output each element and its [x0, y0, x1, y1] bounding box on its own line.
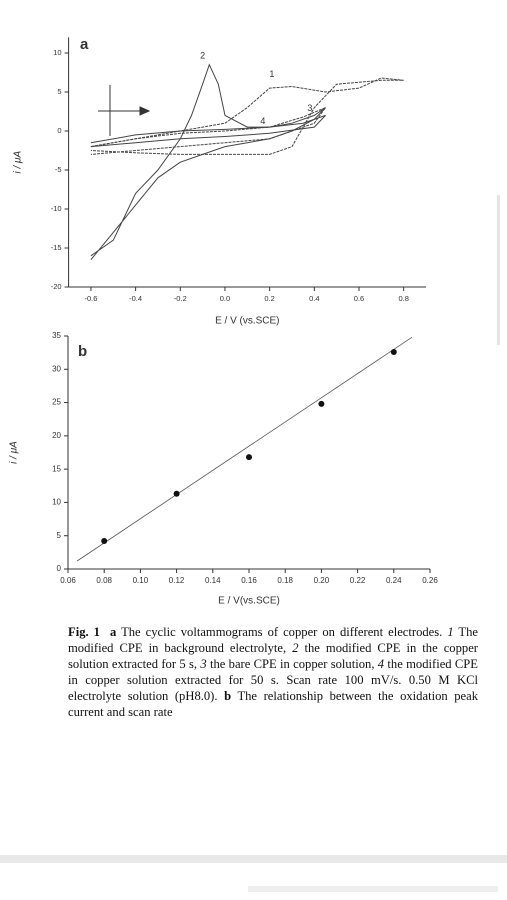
data-point — [318, 400, 325, 407]
x-tick-label: 0.14 — [205, 576, 221, 585]
caption-text: 3 — [200, 657, 207, 671]
scrollbar — [497, 195, 500, 345]
caption-text: b — [224, 689, 232, 703]
data-point — [101, 538, 108, 545]
x-tick-label: 0.06 — [60, 576, 76, 585]
y-tick-label: -10 — [51, 204, 62, 213]
x-tick-label: 0.16 — [241, 576, 257, 585]
y-axis-label: i / μA — [9, 441, 20, 464]
cv-curve — [90, 106, 327, 155]
x-tick-label: 0.2 — [264, 294, 274, 303]
x-tick-label: 0.8 — [398, 294, 408, 303]
curve-label: 1 — [269, 69, 274, 79]
cv-curve — [90, 77, 404, 155]
cv-curve — [90, 63, 326, 261]
caption-text: 2 — [292, 641, 299, 655]
x-tick-label: -0.4 — [129, 294, 142, 303]
caption-text: Fig. 1 a — [68, 625, 117, 639]
y-tick-label: 10 — [53, 48, 61, 57]
y-tick-label: -15 — [51, 243, 62, 252]
curve-label: 3 — [307, 103, 312, 113]
caption-text: The modified CPE in background electroly… — [68, 625, 482, 655]
divider — [248, 886, 498, 892]
y-tick-label: 5 — [57, 531, 62, 540]
y-tick-label: 35 — [52, 331, 61, 340]
caption-text: 1 — [447, 625, 454, 639]
x-tick-label: 0.10 — [133, 576, 149, 585]
x-tick-label: 0.20 — [314, 576, 330, 585]
caption-text: 4 — [377, 657, 385, 671]
caption-text: the modified CPE in copper solution extr… — [68, 657, 482, 703]
figure: -0.6 -0.4 -0.2 0.0 0.2 0.4 0.6 0.81050-5-10-15-… — [9, 36, 439, 607]
x-tick-label: 0.26 — [422, 576, 438, 585]
curve-label: 4 — [260, 116, 265, 126]
x-tick-label: -0.6 — [84, 294, 97, 303]
curve-label: 2 — [200, 50, 205, 60]
x-axis-label: E / V(vs.SCE) — [218, 596, 280, 607]
x-tick-label: 0.6 — [354, 294, 364, 303]
y-tick-label: -20 — [51, 282, 62, 291]
panel-label: b — [78, 343, 87, 360]
caption-text: The relationship between the oxidation p… — [68, 689, 482, 719]
y-tick-label: 20 — [52, 431, 61, 440]
y-tick-label: -5 — [55, 165, 62, 174]
y-tick-label: 10 — [52, 498, 61, 507]
y-tick-label: 0 — [57, 126, 61, 135]
y-tick-label: 30 — [52, 364, 61, 373]
x-tick-label: 0.12 — [169, 576, 185, 585]
arrow-symbol — [98, 85, 151, 136]
y-tick-label: 5 — [57, 87, 61, 96]
data-point — [173, 490, 180, 497]
panel-label: a — [80, 36, 89, 53]
x-axis-label: E / V (vs.SCE) — [215, 316, 279, 327]
y-axis-label: i / μA — [13, 151, 24, 174]
x-tick-label: 0.4 — [309, 294, 319, 303]
x-tick-label: -0.2 — [174, 294, 187, 303]
x-tick-label: 0.08 — [96, 576, 112, 585]
cv-curve — [90, 114, 326, 148]
x-tick-label: 0.22 — [350, 576, 366, 585]
x-tick-label: 0.24 — [386, 576, 402, 585]
data-point — [246, 454, 252, 461]
y-tick-label: 25 — [52, 398, 61, 407]
caption-text: the modified CPE in the copper solution … — [68, 641, 482, 671]
y-tick-label: 0 — [57, 564, 62, 573]
fit-line — [76, 336, 413, 562]
divider — [0, 855, 507, 863]
data-point — [390, 348, 397, 355]
figure-caption: Fig. 1 a The cyclic voltammograms of cop… — [68, 624, 478, 720]
caption-text: the bare CPE in copper solution, — [206, 657, 378, 671]
x-tick-label: 0.0 — [220, 294, 230, 303]
caption-text: The cyclic voltammograms of copper on di… — [116, 625, 448, 639]
y-tick-label: 15 — [52, 464, 61, 473]
x-tick-label: 0.18 — [277, 576, 293, 585]
